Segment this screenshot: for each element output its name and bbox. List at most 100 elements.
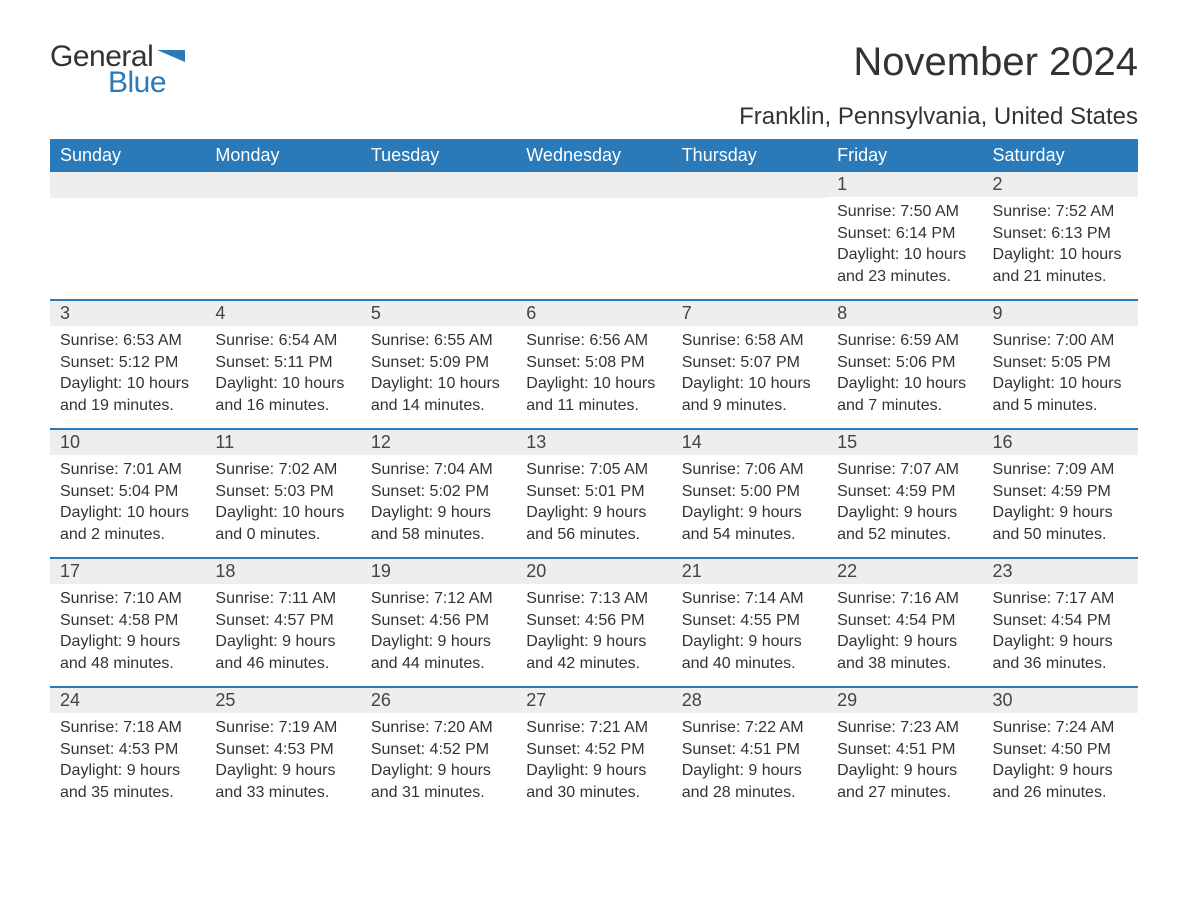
calendar-week-row: 24Sunrise: 7:18 AMSunset: 4:53 PMDayligh…	[50, 688, 1138, 816]
calendar-day-cell: 15Sunrise: 7:07 AMSunset: 4:59 PMDayligh…	[827, 430, 982, 558]
sunrise-text: Sunrise: 7:02 AM	[215, 459, 350, 481]
daylight-text: Daylight: 10 hours	[993, 244, 1128, 266]
sunset-text: Sunset: 4:56 PM	[371, 610, 506, 632]
calendar-day-cell: 10Sunrise: 7:01 AMSunset: 5:04 PMDayligh…	[50, 430, 205, 558]
calendar-day-cell: 5Sunrise: 6:55 AMSunset: 5:09 PMDaylight…	[361, 301, 516, 429]
weekday-header-row: Sunday Monday Tuesday Wednesday Thursday…	[50, 139, 1138, 172]
sunset-text: Sunset: 4:55 PM	[682, 610, 817, 632]
day-details: Sunrise: 7:19 AMSunset: 4:53 PMDaylight:…	[205, 713, 360, 813]
daylight-text: and 16 minutes.	[215, 395, 350, 417]
sunset-text: Sunset: 4:59 PM	[837, 481, 972, 503]
sunset-text: Sunset: 4:54 PM	[993, 610, 1128, 632]
sunset-text: Sunset: 5:06 PM	[837, 352, 972, 374]
daylight-text: Daylight: 10 hours	[993, 373, 1128, 395]
sunrise-text: Sunrise: 7:16 AM	[837, 588, 972, 610]
sunrise-text: Sunrise: 7:23 AM	[837, 717, 972, 739]
day-number: 2	[983, 172, 1138, 197]
weekday-header: Tuesday	[361, 139, 516, 172]
day-details: Sunrise: 7:07 AMSunset: 4:59 PMDaylight:…	[827, 455, 982, 555]
day-details: Sunrise: 7:21 AMSunset: 4:52 PMDaylight:…	[516, 713, 671, 813]
day-details: Sunrise: 7:24 AMSunset: 4:50 PMDaylight:…	[983, 713, 1138, 813]
day-number: 5	[361, 301, 516, 326]
day-details: Sunrise: 7:13 AMSunset: 4:56 PMDaylight:…	[516, 584, 671, 684]
sunrise-text: Sunrise: 7:04 AM	[371, 459, 506, 481]
day-number: 25	[205, 688, 360, 713]
sunrise-text: Sunrise: 6:53 AM	[60, 330, 195, 352]
daylight-text: and 28 minutes.	[682, 782, 817, 804]
sunset-text: Sunset: 5:04 PM	[60, 481, 195, 503]
daylight-text: Daylight: 10 hours	[60, 502, 195, 524]
sunrise-text: Sunrise: 6:59 AM	[837, 330, 972, 352]
daylight-text: Daylight: 10 hours	[215, 373, 350, 395]
sunrise-text: Sunrise: 7:00 AM	[993, 330, 1128, 352]
day-details: Sunrise: 6:53 AMSunset: 5:12 PMDaylight:…	[50, 326, 205, 426]
sunset-text: Sunset: 4:57 PM	[215, 610, 350, 632]
day-details: Sunrise: 7:12 AMSunset: 4:56 PMDaylight:…	[361, 584, 516, 684]
daylight-text: and 9 minutes.	[682, 395, 817, 417]
day-number: 3	[50, 301, 205, 326]
day-number: 9	[983, 301, 1138, 326]
sunrise-text: Sunrise: 7:13 AM	[526, 588, 661, 610]
daylight-text: Daylight: 9 hours	[371, 760, 506, 782]
daylight-text: Daylight: 9 hours	[60, 760, 195, 782]
empty-day-header	[672, 172, 827, 198]
daylight-text: Daylight: 9 hours	[993, 631, 1128, 653]
calendar-day-cell: 3Sunrise: 6:53 AMSunset: 5:12 PMDaylight…	[50, 301, 205, 429]
daylight-text: Daylight: 9 hours	[837, 760, 972, 782]
calendar-day-cell: 4Sunrise: 6:54 AMSunset: 5:11 PMDaylight…	[205, 301, 360, 429]
sunrise-text: Sunrise: 7:05 AM	[526, 459, 661, 481]
daylight-text: Daylight: 10 hours	[60, 373, 195, 395]
sunset-text: Sunset: 4:52 PM	[371, 739, 506, 761]
calendar-day-cell: 17Sunrise: 7:10 AMSunset: 4:58 PMDayligh…	[50, 559, 205, 687]
daylight-text: Daylight: 9 hours	[215, 631, 350, 653]
weekday-header: Thursday	[672, 139, 827, 172]
month-title: November 2024	[739, 40, 1138, 85]
day-details: Sunrise: 7:22 AMSunset: 4:51 PMDaylight:…	[672, 713, 827, 813]
daylight-text: Daylight: 9 hours	[526, 760, 661, 782]
sunset-text: Sunset: 4:51 PM	[837, 739, 972, 761]
sunset-text: Sunset: 6:14 PM	[837, 223, 972, 245]
weekday-header: Saturday	[983, 139, 1138, 172]
calendar-day-cell: 24Sunrise: 7:18 AMSunset: 4:53 PMDayligh…	[50, 688, 205, 816]
sunrise-text: Sunrise: 7:52 AM	[993, 201, 1128, 223]
day-number: 18	[205, 559, 360, 584]
day-number: 23	[983, 559, 1138, 584]
weekday-header: Monday	[205, 139, 360, 172]
day-details: Sunrise: 6:56 AMSunset: 5:08 PMDaylight:…	[516, 326, 671, 426]
calendar-week-row: 1Sunrise: 7:50 AMSunset: 6:14 PMDaylight…	[50, 172, 1138, 300]
daylight-text: Daylight: 9 hours	[682, 760, 817, 782]
sunrise-text: Sunrise: 7:11 AM	[215, 588, 350, 610]
day-details: Sunrise: 7:18 AMSunset: 4:53 PMDaylight:…	[50, 713, 205, 813]
daylight-text: and 52 minutes.	[837, 524, 972, 546]
calendar-day-cell	[205, 172, 360, 300]
day-number: 6	[516, 301, 671, 326]
calendar-day-cell	[672, 172, 827, 300]
day-details: Sunrise: 6:54 AMSunset: 5:11 PMDaylight:…	[205, 326, 360, 426]
calendar-table: Sunday Monday Tuesday Wednesday Thursday…	[50, 139, 1138, 816]
daylight-text: and 36 minutes.	[993, 653, 1128, 675]
day-details: Sunrise: 7:06 AMSunset: 5:00 PMDaylight:…	[672, 455, 827, 555]
calendar-day-cell: 26Sunrise: 7:20 AMSunset: 4:52 PMDayligh…	[361, 688, 516, 816]
daylight-text: and 0 minutes.	[215, 524, 350, 546]
day-number: 29	[827, 688, 982, 713]
daylight-text: Daylight: 10 hours	[837, 373, 972, 395]
sunset-text: Sunset: 4:53 PM	[215, 739, 350, 761]
day-number: 16	[983, 430, 1138, 455]
day-number: 13	[516, 430, 671, 455]
daylight-text: and 19 minutes.	[60, 395, 195, 417]
sunset-text: Sunset: 5:07 PM	[682, 352, 817, 374]
calendar-day-cell: 16Sunrise: 7:09 AMSunset: 4:59 PMDayligh…	[983, 430, 1138, 558]
calendar-day-cell: 8Sunrise: 6:59 AMSunset: 5:06 PMDaylight…	[827, 301, 982, 429]
sunrise-text: Sunrise: 6:56 AM	[526, 330, 661, 352]
day-details: Sunrise: 7:11 AMSunset: 4:57 PMDaylight:…	[205, 584, 360, 684]
day-details: Sunrise: 7:14 AMSunset: 4:55 PMDaylight:…	[672, 584, 827, 684]
calendar-day-cell: 18Sunrise: 7:11 AMSunset: 4:57 PMDayligh…	[205, 559, 360, 687]
daylight-text: and 5 minutes.	[993, 395, 1128, 417]
sunset-text: Sunset: 5:00 PM	[682, 481, 817, 503]
calendar-day-cell: 30Sunrise: 7:24 AMSunset: 4:50 PMDayligh…	[983, 688, 1138, 816]
daylight-text: and 54 minutes.	[682, 524, 817, 546]
sunrise-text: Sunrise: 7:19 AM	[215, 717, 350, 739]
sunrise-text: Sunrise: 7:12 AM	[371, 588, 506, 610]
calendar-day-cell: 25Sunrise: 7:19 AMSunset: 4:53 PMDayligh…	[205, 688, 360, 816]
daylight-text: and 26 minutes.	[993, 782, 1128, 804]
